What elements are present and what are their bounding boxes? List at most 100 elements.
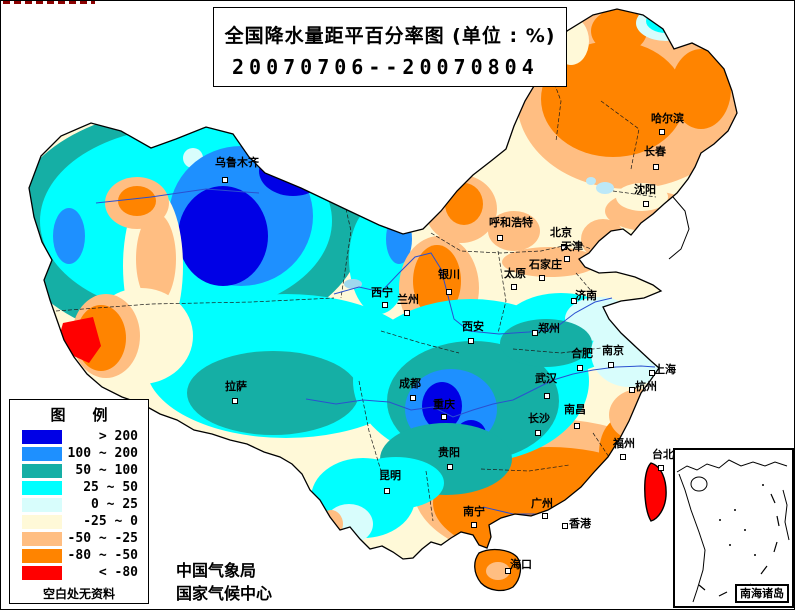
city-marker xyxy=(446,289,452,295)
city-marker xyxy=(441,414,447,420)
province-boundaries xyxy=(55,60,657,522)
city-marker xyxy=(649,370,655,376)
legend-box: 图 例 > 200 100 ~ 200 50 ~ 100 25 ~ 50 0 ~ 25 -… xyxy=(9,399,149,604)
region-xinjiang-darkblue xyxy=(178,186,268,286)
legend-swatch xyxy=(22,480,62,495)
legend-swatch xyxy=(22,548,62,563)
city-label: 海口 xyxy=(510,558,532,571)
city-label: 昆明 xyxy=(379,469,401,482)
inset-south-coastline xyxy=(676,459,788,473)
inset-label: 南海诸岛 xyxy=(735,583,789,603)
city-marker xyxy=(539,275,545,281)
legend-label: -50 ~ -25 xyxy=(67,531,138,546)
city-label: 沈阳 xyxy=(634,183,656,196)
lake-qinghai xyxy=(344,279,362,289)
city-marker xyxy=(505,568,511,574)
legend-swatch xyxy=(22,446,62,461)
region-urumqi-darkblue xyxy=(259,146,327,196)
inset-islands xyxy=(719,484,764,556)
legend-swatch xyxy=(22,565,62,580)
legend-swatch xyxy=(22,429,62,444)
legend-label: 50 ~ 100 xyxy=(75,463,138,478)
city-label: 郑州 xyxy=(538,322,560,335)
city-marker xyxy=(571,298,577,304)
inset-vietnam-coast xyxy=(678,473,706,603)
inset-hainan xyxy=(690,476,708,492)
hainan-sandy-core xyxy=(486,562,510,580)
city-marker xyxy=(562,523,568,529)
region-west-sandy-band xyxy=(136,213,176,305)
legend-swatch xyxy=(22,497,62,512)
legend-items: > 200 100 ~ 200 50 ~ 100 25 ~ 50 0 ~ 25 -25 ~… xyxy=(10,428,148,581)
legend-row: -25 ~ 0 xyxy=(10,513,148,530)
region-ne-east-orange xyxy=(671,49,731,129)
region-chongqing-darkblue xyxy=(422,382,462,430)
city-label: 济南 xyxy=(575,289,597,302)
city-marker xyxy=(653,164,659,170)
region-hohhot-sandy xyxy=(488,211,540,251)
inset-map-svg xyxy=(676,459,790,603)
city-marker xyxy=(511,284,517,290)
legend-label: < -80 xyxy=(98,565,138,580)
city-label: 合肥 xyxy=(571,347,593,360)
agency-line1: 中国气象局 xyxy=(176,561,257,580)
city-marker xyxy=(404,310,410,316)
legend-row: < -80 xyxy=(10,564,148,581)
legend-header: 图 例 xyxy=(50,406,114,424)
city-label: 长春 xyxy=(644,145,666,158)
map-title: 全国降水量距平百分率图 (单位 : %) xyxy=(224,25,556,47)
city-marker xyxy=(232,398,238,404)
city-label: 呼和浩特 xyxy=(489,216,533,229)
region-zhengzhou-teal xyxy=(500,319,592,367)
legend-label: > 200 xyxy=(98,429,138,444)
city-marker xyxy=(382,302,388,308)
region-northeast-orange xyxy=(541,41,685,157)
legend-swatch xyxy=(22,463,62,478)
region-tibet-teal xyxy=(187,351,359,435)
city-label: 贵阳 xyxy=(438,446,460,459)
region-west-north-orange xyxy=(118,186,156,216)
region-westborder-blue xyxy=(53,208,85,264)
city-label: 银川 xyxy=(438,268,460,281)
city-marker xyxy=(447,464,453,470)
city-label: 杭州 xyxy=(635,380,657,393)
legend-row: 0 ~ 25 xyxy=(10,496,148,513)
city-marker xyxy=(384,488,390,494)
city-label: 哈尔滨 xyxy=(651,112,684,125)
region-topcenter-orange xyxy=(445,183,483,225)
inset-philippines-coast xyxy=(782,489,790,541)
city-label: 北京 xyxy=(550,226,572,239)
city-label: 西宁 xyxy=(371,286,393,299)
city-marker xyxy=(544,393,550,399)
legend-label: -25 ~ 0 xyxy=(83,514,138,529)
taiwan-island xyxy=(644,462,667,522)
city-label: 拉萨 xyxy=(225,380,247,393)
city-marker xyxy=(542,513,548,519)
city-marker xyxy=(608,362,614,368)
city-label: 重庆 xyxy=(433,398,455,411)
legend-swatch xyxy=(22,531,62,546)
city-label: 上海 xyxy=(654,363,676,376)
legend-row: -50 ~ -25 xyxy=(10,530,148,547)
region-hebei-sandy xyxy=(502,247,598,277)
legend-swatch xyxy=(22,514,62,529)
legend-footnote: 空白处无资料 xyxy=(42,587,115,601)
city-label: 广州 xyxy=(531,497,553,510)
lake-ne2 xyxy=(586,177,596,185)
inset-dash-line xyxy=(698,493,780,597)
city-marker xyxy=(471,522,477,528)
city-label: 武汉 xyxy=(535,372,557,385)
city-label: 天津 xyxy=(561,240,583,253)
legend-label: 25 ~ 50 xyxy=(83,480,138,495)
city-label: 南昌 xyxy=(564,403,586,416)
city-label: 西安 xyxy=(462,320,484,333)
region-yunnan-sandy-spot xyxy=(319,510,343,538)
city-marker xyxy=(532,330,538,336)
legend-label: -80 ~ -50 xyxy=(67,548,138,563)
city-marker xyxy=(564,256,570,262)
city-marker xyxy=(561,244,567,250)
city-marker xyxy=(643,201,649,207)
region-yunnan-pale xyxy=(325,504,373,544)
